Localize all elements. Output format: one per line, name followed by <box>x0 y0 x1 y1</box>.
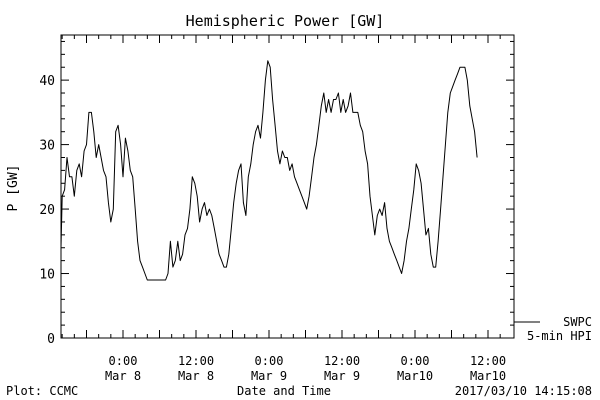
x-tick-date-label: Mar 9 <box>251 369 287 383</box>
footer-credit: Plot: CCMC <box>6 384 78 398</box>
x-tick-date-label: Mar 9 <box>324 369 360 383</box>
y-axis: 0 10 20 30 40 <box>39 40 514 347</box>
x-tick-date-label: Mar 8 <box>178 369 214 383</box>
x-tick-date-label: Mar 8 <box>105 369 141 383</box>
y-tick-label: 20 <box>39 203 55 218</box>
x-tick-time-label: 0:00 <box>401 354 430 368</box>
y-tick-label: 40 <box>39 74 55 89</box>
y-tick-label: 30 <box>39 139 55 154</box>
x-tick-time-label: 12:00 <box>324 354 360 368</box>
footer-timestamp: 2017/03/10 14:15:08 <box>455 384 592 398</box>
y-axis-label: P [GW] <box>6 165 21 212</box>
y-tick-label: 0 <box>47 332 55 347</box>
series-line <box>60 60 478 281</box>
legend: SWPC 5-min HPI <box>514 315 592 343</box>
legend-label-hpi: 5-min HPI <box>527 329 592 343</box>
x-tick-time-label: 0:00 <box>109 354 138 368</box>
plot-area <box>60 34 515 339</box>
y-tick-label: 10 <box>39 268 55 283</box>
x-tick-time-label: 12:00 <box>470 354 506 368</box>
x-tick-time-label: 0:00 <box>255 354 284 368</box>
chart-title: Hemispheric Power [GW] <box>186 12 385 30</box>
x-tick-date-label: Mar10 <box>470 369 506 383</box>
x-tick-time-label: 12:00 <box>178 354 214 368</box>
series-layer <box>60 60 478 281</box>
x-tick-date-label: Mar10 <box>397 369 433 383</box>
x-axis-label: Date and Time <box>237 384 331 398</box>
legend-label-swpc: SWPC <box>563 315 592 329</box>
